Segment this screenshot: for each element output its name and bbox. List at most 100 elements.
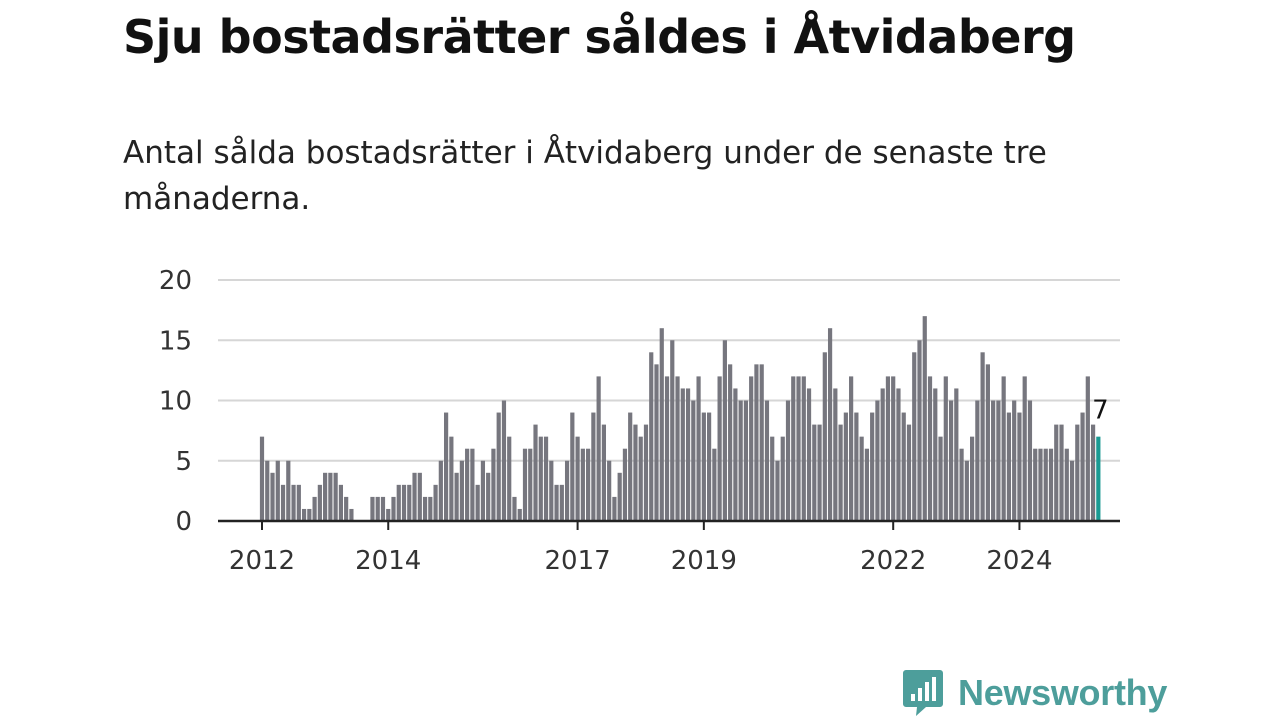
bar <box>1090 424 1096 521</box>
bar <box>407 484 412 521</box>
bar <box>880 388 885 521</box>
bar <box>959 448 964 521</box>
annotations: 7 <box>1092 396 1109 426</box>
bar <box>459 460 464 521</box>
bar <box>675 376 680 521</box>
bar <box>948 400 954 521</box>
bar <box>1027 400 1033 521</box>
highlight-value-label: 7 <box>1092 396 1109 426</box>
bar <box>728 364 733 521</box>
bar <box>854 412 859 521</box>
bar <box>806 388 812 521</box>
bar <box>927 376 933 521</box>
bar <box>780 436 785 521</box>
bar <box>491 448 496 521</box>
bar <box>1064 448 1069 521</box>
bar <box>707 412 712 521</box>
bar <box>554 484 559 521</box>
bar-chart: 0 5 10 15 20 2012 2014 2017 2019 2022 2024 7 <box>159 266 1120 576</box>
bar <box>291 484 296 521</box>
bar <box>980 352 985 521</box>
bar <box>764 400 770 521</box>
bar <box>801 376 806 521</box>
bar <box>486 472 491 521</box>
bar <box>612 496 617 521</box>
bar <box>465 448 470 521</box>
bar <box>1054 424 1059 521</box>
bar <box>528 448 533 521</box>
bar <box>975 400 980 521</box>
bar <box>286 460 291 521</box>
bar <box>596 376 601 521</box>
bar <box>722 340 727 521</box>
bar <box>312 496 317 521</box>
bar <box>680 388 685 521</box>
bar <box>570 412 575 521</box>
bar <box>654 364 659 521</box>
bar <box>417 472 422 521</box>
bar <box>896 388 901 521</box>
bar <box>475 484 480 521</box>
bar <box>401 484 407 521</box>
bar <box>912 352 917 521</box>
y-tick-label: 20 <box>159 266 192 296</box>
bar <box>512 496 517 521</box>
y-tick-label: 5 <box>175 447 192 477</box>
bar <box>943 376 948 521</box>
bar <box>875 400 880 521</box>
chart-title: Sju bostadsrätter såldes i Åtvidaberg <box>123 10 1076 64</box>
bar <box>964 460 969 521</box>
bar <box>859 436 864 521</box>
x-tick-label: 2022 <box>860 546 926 576</box>
y-tick-label: 0 <box>175 507 192 537</box>
bar <box>386 508 391 521</box>
bar <box>1017 412 1022 521</box>
bar <box>422 496 428 521</box>
bar <box>838 424 843 521</box>
bar <box>1080 412 1085 521</box>
bar <box>328 472 333 521</box>
bar <box>370 496 375 521</box>
x-axis: 2012 2014 2017 2019 2022 2024 <box>218 519 1120 576</box>
bar <box>775 460 780 521</box>
bar <box>438 460 443 521</box>
bar <box>622 448 628 521</box>
bar <box>1033 448 1038 521</box>
bar <box>933 388 938 521</box>
bar <box>749 376 754 521</box>
bar <box>954 388 959 521</box>
bar <box>517 508 522 521</box>
bar <box>849 376 854 521</box>
bar <box>1001 376 1006 521</box>
bar <box>280 484 286 521</box>
bar <box>412 472 417 521</box>
brand-name: Newsworthy <box>958 672 1168 713</box>
y-tick-label: 10 <box>159 387 192 417</box>
bar <box>275 460 280 521</box>
bar <box>543 436 549 521</box>
bar <box>533 424 538 521</box>
bar <box>538 436 543 521</box>
bar <box>833 388 838 521</box>
bar <box>454 472 459 521</box>
bar <box>785 400 791 521</box>
bar <box>338 484 343 521</box>
bar <box>301 508 307 521</box>
bar <box>812 424 817 521</box>
bar <box>659 328 664 521</box>
chart-subtitle: Antal sålda bostadsrätter i Åtvidaberg u… <box>123 135 1047 217</box>
bar <box>917 340 922 521</box>
bar <box>564 460 570 521</box>
x-tick-label: 2024 <box>986 546 1052 576</box>
bar <box>738 400 743 521</box>
x-tick-label: 2017 <box>545 546 611 576</box>
bar <box>1059 424 1064 521</box>
bar <box>864 448 869 521</box>
bar <box>827 328 833 521</box>
bar <box>259 436 265 521</box>
y-tick-label: 15 <box>159 326 192 356</box>
bar <box>922 316 927 521</box>
bar <box>843 412 848 521</box>
bar <box>607 460 612 521</box>
bar <box>1043 448 1048 521</box>
